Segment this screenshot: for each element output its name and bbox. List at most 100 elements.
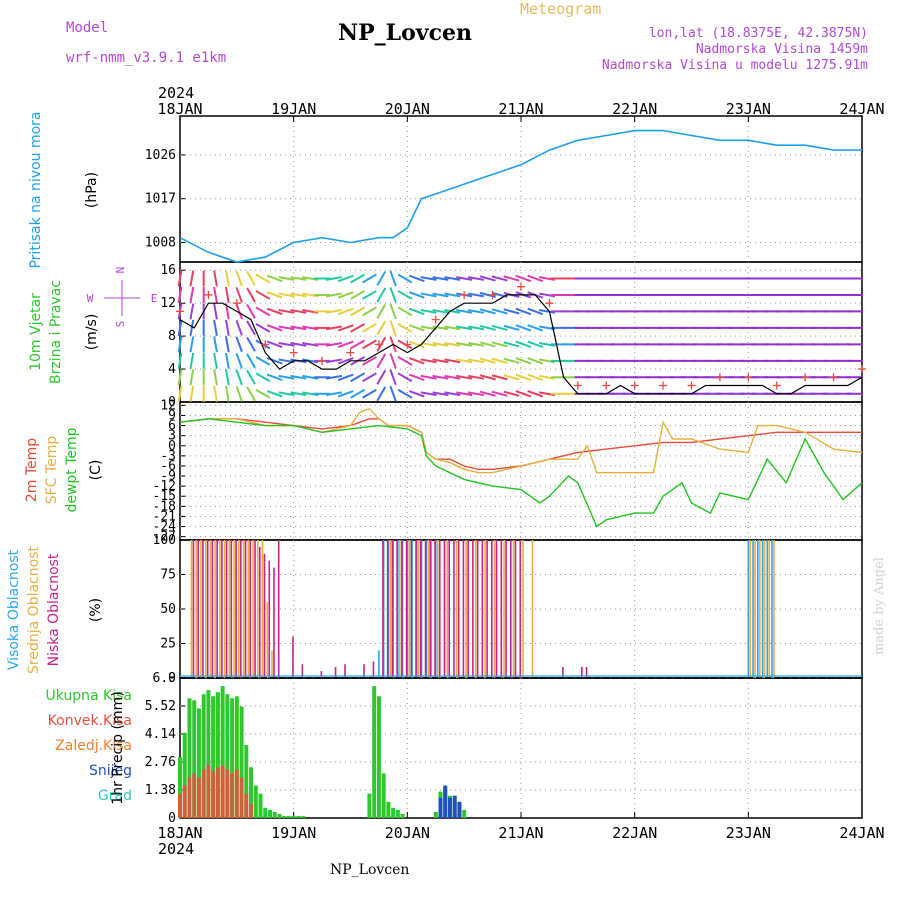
wind-arrow (527, 324, 544, 332)
wind-gust-marker (374, 340, 383, 349)
wind-gust-marker (573, 381, 582, 390)
wind-gust-marker (744, 373, 753, 382)
wind-arrow (246, 386, 256, 402)
wind-arrow (432, 292, 449, 298)
wind-arrow (467, 374, 485, 380)
model-name: wrf-nmm_v3.9.1 e1km (66, 50, 227, 66)
precip-bar-convective (220, 765, 225, 818)
y-tick-label: 4 (168, 362, 176, 377)
temperature-series-line (179, 418, 862, 470)
y-tick-label: 6.9 (153, 671, 176, 686)
wind-arrow (491, 390, 508, 397)
y-tick-label: 1017 (145, 192, 176, 207)
precip-bar-total (286, 815, 291, 818)
wind-gust-marker (858, 365, 866, 374)
precip-bar-snow (438, 797, 443, 818)
y-tick-label: 100 (153, 533, 176, 548)
wind-arrow (337, 307, 354, 316)
wind-arrow (408, 390, 425, 398)
wind-arrow (350, 372, 366, 383)
wind-arrow (389, 287, 397, 303)
wind-arrow (397, 306, 413, 317)
y-tick-label: -3 (160, 449, 176, 464)
y-tick-label: 0 (168, 811, 176, 826)
precip-bar-total (267, 809, 272, 818)
wind-arrow (503, 341, 520, 348)
precip-bar-total (277, 813, 282, 818)
wind-arrow (266, 340, 283, 349)
wind-gust-marker (346, 348, 355, 357)
wind-arrow (278, 341, 295, 347)
wind-arrow (420, 391, 437, 397)
wind-arrow (376, 303, 387, 319)
wind-gust-marker (602, 381, 611, 390)
wind-arrow (350, 388, 366, 399)
temperature-series-line (179, 407, 863, 474)
wind-gust-marker (659, 381, 668, 390)
wind-gust-marker (460, 290, 469, 299)
x-tick-label-bottom: 23JAN (726, 824, 771, 842)
precip-bar-snow (443, 785, 448, 818)
wind-arrow (213, 369, 218, 386)
precip-bar-convective (206, 765, 211, 818)
wind-arrow (491, 308, 508, 315)
y-tick-label: 0 (168, 439, 176, 454)
wind-arrow (444, 292, 461, 298)
wind-arrow (397, 355, 413, 366)
wind-arrow (235, 336, 243, 353)
model-label: Model (66, 20, 109, 36)
y-tick-label: 1026 (145, 148, 176, 163)
wind-arrow (177, 369, 183, 386)
wind-arrow (337, 340, 354, 349)
wind-arrow (389, 369, 397, 386)
precip-bar-total (182, 732, 187, 818)
precip-legend-label: Snijeg (89, 763, 132, 779)
wind-arrow (224, 336, 230, 353)
wind-arrow (479, 324, 496, 331)
wind-gust-marker (829, 373, 838, 382)
x-tick-label-top: 19JAN (271, 100, 316, 118)
wind-arrow (527, 340, 544, 349)
wind-arrow (515, 274, 532, 283)
wind-arrow (290, 341, 307, 347)
wind-arrow (408, 307, 425, 316)
pressure-series-line (179, 129, 862, 263)
wind-arrow (189, 319, 195, 336)
wind-arrow (397, 290, 413, 300)
precip-bar-total (263, 807, 268, 818)
y-tick-label: 16 (160, 263, 176, 278)
wind-gust-marker (488, 290, 497, 299)
wind-arrow (362, 339, 377, 350)
year-label-bottom: 2024 (158, 840, 194, 858)
precip-bar-convective (196, 777, 201, 818)
y-axis-label: (hPa) (84, 172, 100, 208)
wind-arrow (213, 385, 218, 402)
wind-gust-marker (772, 381, 781, 390)
wind-arrow (467, 309, 485, 314)
wind-arrow (515, 373, 532, 381)
wind-arrow (255, 273, 271, 284)
page-title: NP_Lovcen (338, 20, 472, 46)
wind-arrow (467, 358, 485, 364)
precip-bar-convective (178, 793, 182, 818)
wind-arrow (527, 357, 544, 365)
precip-bar-snow (447, 797, 452, 818)
y-tick-label: 0 (168, 671, 176, 686)
wind-arrow (420, 325, 437, 331)
wind-arrow (325, 374, 342, 380)
wind-arrow (255, 323, 271, 333)
wind-arrow (325, 341, 342, 347)
wind-arrow (189, 303, 195, 320)
precip-bar-total (400, 813, 405, 818)
wind-arrow (491, 374, 508, 381)
wind-gust-marker (176, 307, 184, 316)
y-tick-label: -6 (160, 459, 176, 474)
wind-arrow (397, 388, 413, 399)
y-axis-label: dewpt Temp (64, 427, 80, 512)
wind-arrow (224, 369, 230, 386)
wind-arrow (177, 336, 183, 353)
wind-arrow (362, 372, 377, 383)
meteogram-label: Meteogram (520, 0, 602, 18)
x-tick-label-bottom: 21JAN (498, 824, 543, 842)
wind-arrow (479, 341, 496, 348)
